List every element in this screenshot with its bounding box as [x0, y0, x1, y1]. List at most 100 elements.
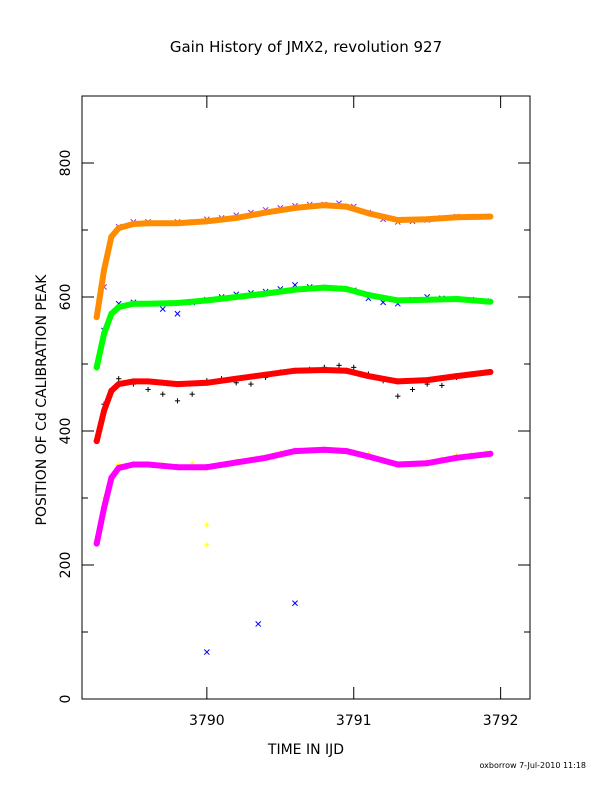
- plot-marks: [93, 200, 494, 656]
- data-point: [248, 381, 254, 387]
- fit-curve-point: [262, 209, 269, 216]
- fit-curve-point: [321, 446, 328, 453]
- data-point: [439, 382, 445, 389]
- fit-curve-point: [115, 304, 122, 311]
- data-point: [159, 306, 166, 313]
- fit-curve-point: [453, 373, 460, 380]
- y-axis-ticks: 0 200 400 600 800: [58, 95, 530, 704]
- fit-curve-point: [487, 450, 494, 457]
- fit-curve-point: [145, 300, 152, 307]
- fit-curve-point: [321, 284, 328, 291]
- data-point: [174, 398, 181, 404]
- y-tick-label: 800: [58, 150, 74, 177]
- y-tick-label: 200: [58, 552, 74, 579]
- fit-curve-point: [394, 216, 401, 223]
- fit-curve-point: [93, 364, 100, 371]
- fit-curve-point: [174, 300, 181, 307]
- data-point: [351, 364, 357, 370]
- fit-curve-point: [115, 381, 122, 388]
- fit-curve-point: [365, 453, 372, 460]
- fit-curve-point: [145, 220, 152, 227]
- data-point: [255, 621, 262, 627]
- fit-curve-point: [291, 367, 298, 374]
- x-tick-label: 3790: [189, 713, 225, 729]
- fit-curve-point: [424, 377, 431, 384]
- fit-curve-point: [424, 460, 431, 467]
- fit-curve-point: [365, 210, 372, 217]
- fit-curve-point: [262, 371, 269, 378]
- fit-curve-point: [93, 540, 100, 547]
- fit-curve-point: [424, 296, 431, 303]
- fit-curve-line: [93, 284, 494, 371]
- fit-curve-point: [203, 464, 210, 471]
- fit-curve-point: [101, 330, 108, 337]
- data-point: [292, 600, 298, 607]
- fit-curve-point: [233, 459, 240, 466]
- fit-curve-point: [233, 214, 240, 221]
- fit-curve-point: [321, 367, 328, 374]
- fit-curve-point: [233, 294, 240, 300]
- fit-curve-point: [93, 314, 100, 321]
- fit-curve-point: [101, 267, 108, 274]
- fit-curve-point: [203, 297, 210, 304]
- chart-title: Gain History of JMX2, revolution 927: [170, 38, 442, 56]
- y-tick-label: 600: [58, 284, 74, 311]
- fit-curve-point: [487, 298, 494, 305]
- fit-curve-point: [365, 291, 372, 298]
- fit-curve-point: [424, 216, 431, 223]
- y-tick-label: 0: [58, 695, 74, 704]
- fit-curve-point: [203, 379, 210, 386]
- fit-curve-point: [394, 378, 401, 385]
- x-axis-ticks: 3790 3791 3792: [189, 96, 518, 729]
- fit-curve-point: [343, 448, 350, 455]
- data-point: [174, 310, 181, 317]
- fit-curve-point: [291, 286, 298, 293]
- fit-curve-point: [101, 407, 108, 414]
- fit-curve-point: [203, 218, 210, 225]
- fit-curve-point: [343, 203, 350, 210]
- fit-curve-point: [108, 474, 115, 481]
- data-point: [395, 393, 401, 399]
- fit-curve-point: [487, 369, 494, 376]
- fit-curve-point: [174, 220, 181, 227]
- data-point: [204, 522, 210, 528]
- data-point: [336, 362, 342, 368]
- fit-curve-line: [93, 446, 494, 547]
- fit-curve-point: [453, 296, 460, 303]
- x-tick-label: 3791: [336, 713, 372, 729]
- fit-curve-point: [108, 387, 115, 394]
- data-point: [203, 649, 210, 656]
- fit-curve-point: [115, 224, 122, 231]
- y-tick-label: 400: [58, 418, 74, 445]
- data-point: [409, 386, 416, 393]
- data-point: [116, 376, 122, 382]
- fit-curve-point: [130, 378, 137, 385]
- x-tick-label: 3792: [483, 713, 519, 729]
- fit-curve-point: [130, 220, 137, 227]
- fit-curve-point: [233, 375, 240, 382]
- fit-curve-point: [453, 454, 460, 461]
- fit-curve-point: [365, 373, 372, 380]
- fit-curve-point: [130, 300, 137, 307]
- footer-credit: oxborrow 7-Jul-2010 11:18: [479, 761, 586, 770]
- fit-curve-point: [343, 367, 350, 374]
- data-point: [160, 391, 166, 397]
- x-axis-label: TIME IN IJD: [267, 742, 344, 758]
- fit-curve-point: [101, 505, 108, 512]
- fit-curve-point: [453, 214, 460, 221]
- fit-curve-point: [174, 381, 181, 388]
- fit-curve-point: [394, 461, 401, 468]
- fit-curve-point: [291, 204, 298, 211]
- fit-curve-point: [291, 448, 298, 455]
- data-point: [145, 386, 151, 393]
- plot-frame: [81, 95, 531, 700]
- fit-curve-point: [262, 290, 269, 297]
- y-axis-label: POSITION OF Cd CALIBRATION PEAK: [34, 274, 50, 526]
- data-point: [204, 542, 210, 548]
- fit-curve-point: [108, 310, 115, 317]
- fit-curve-point: [145, 378, 152, 385]
- data-point: [189, 391, 195, 397]
- fit-curve-point: [262, 454, 269, 461]
- fit-curve-point: [174, 464, 181, 471]
